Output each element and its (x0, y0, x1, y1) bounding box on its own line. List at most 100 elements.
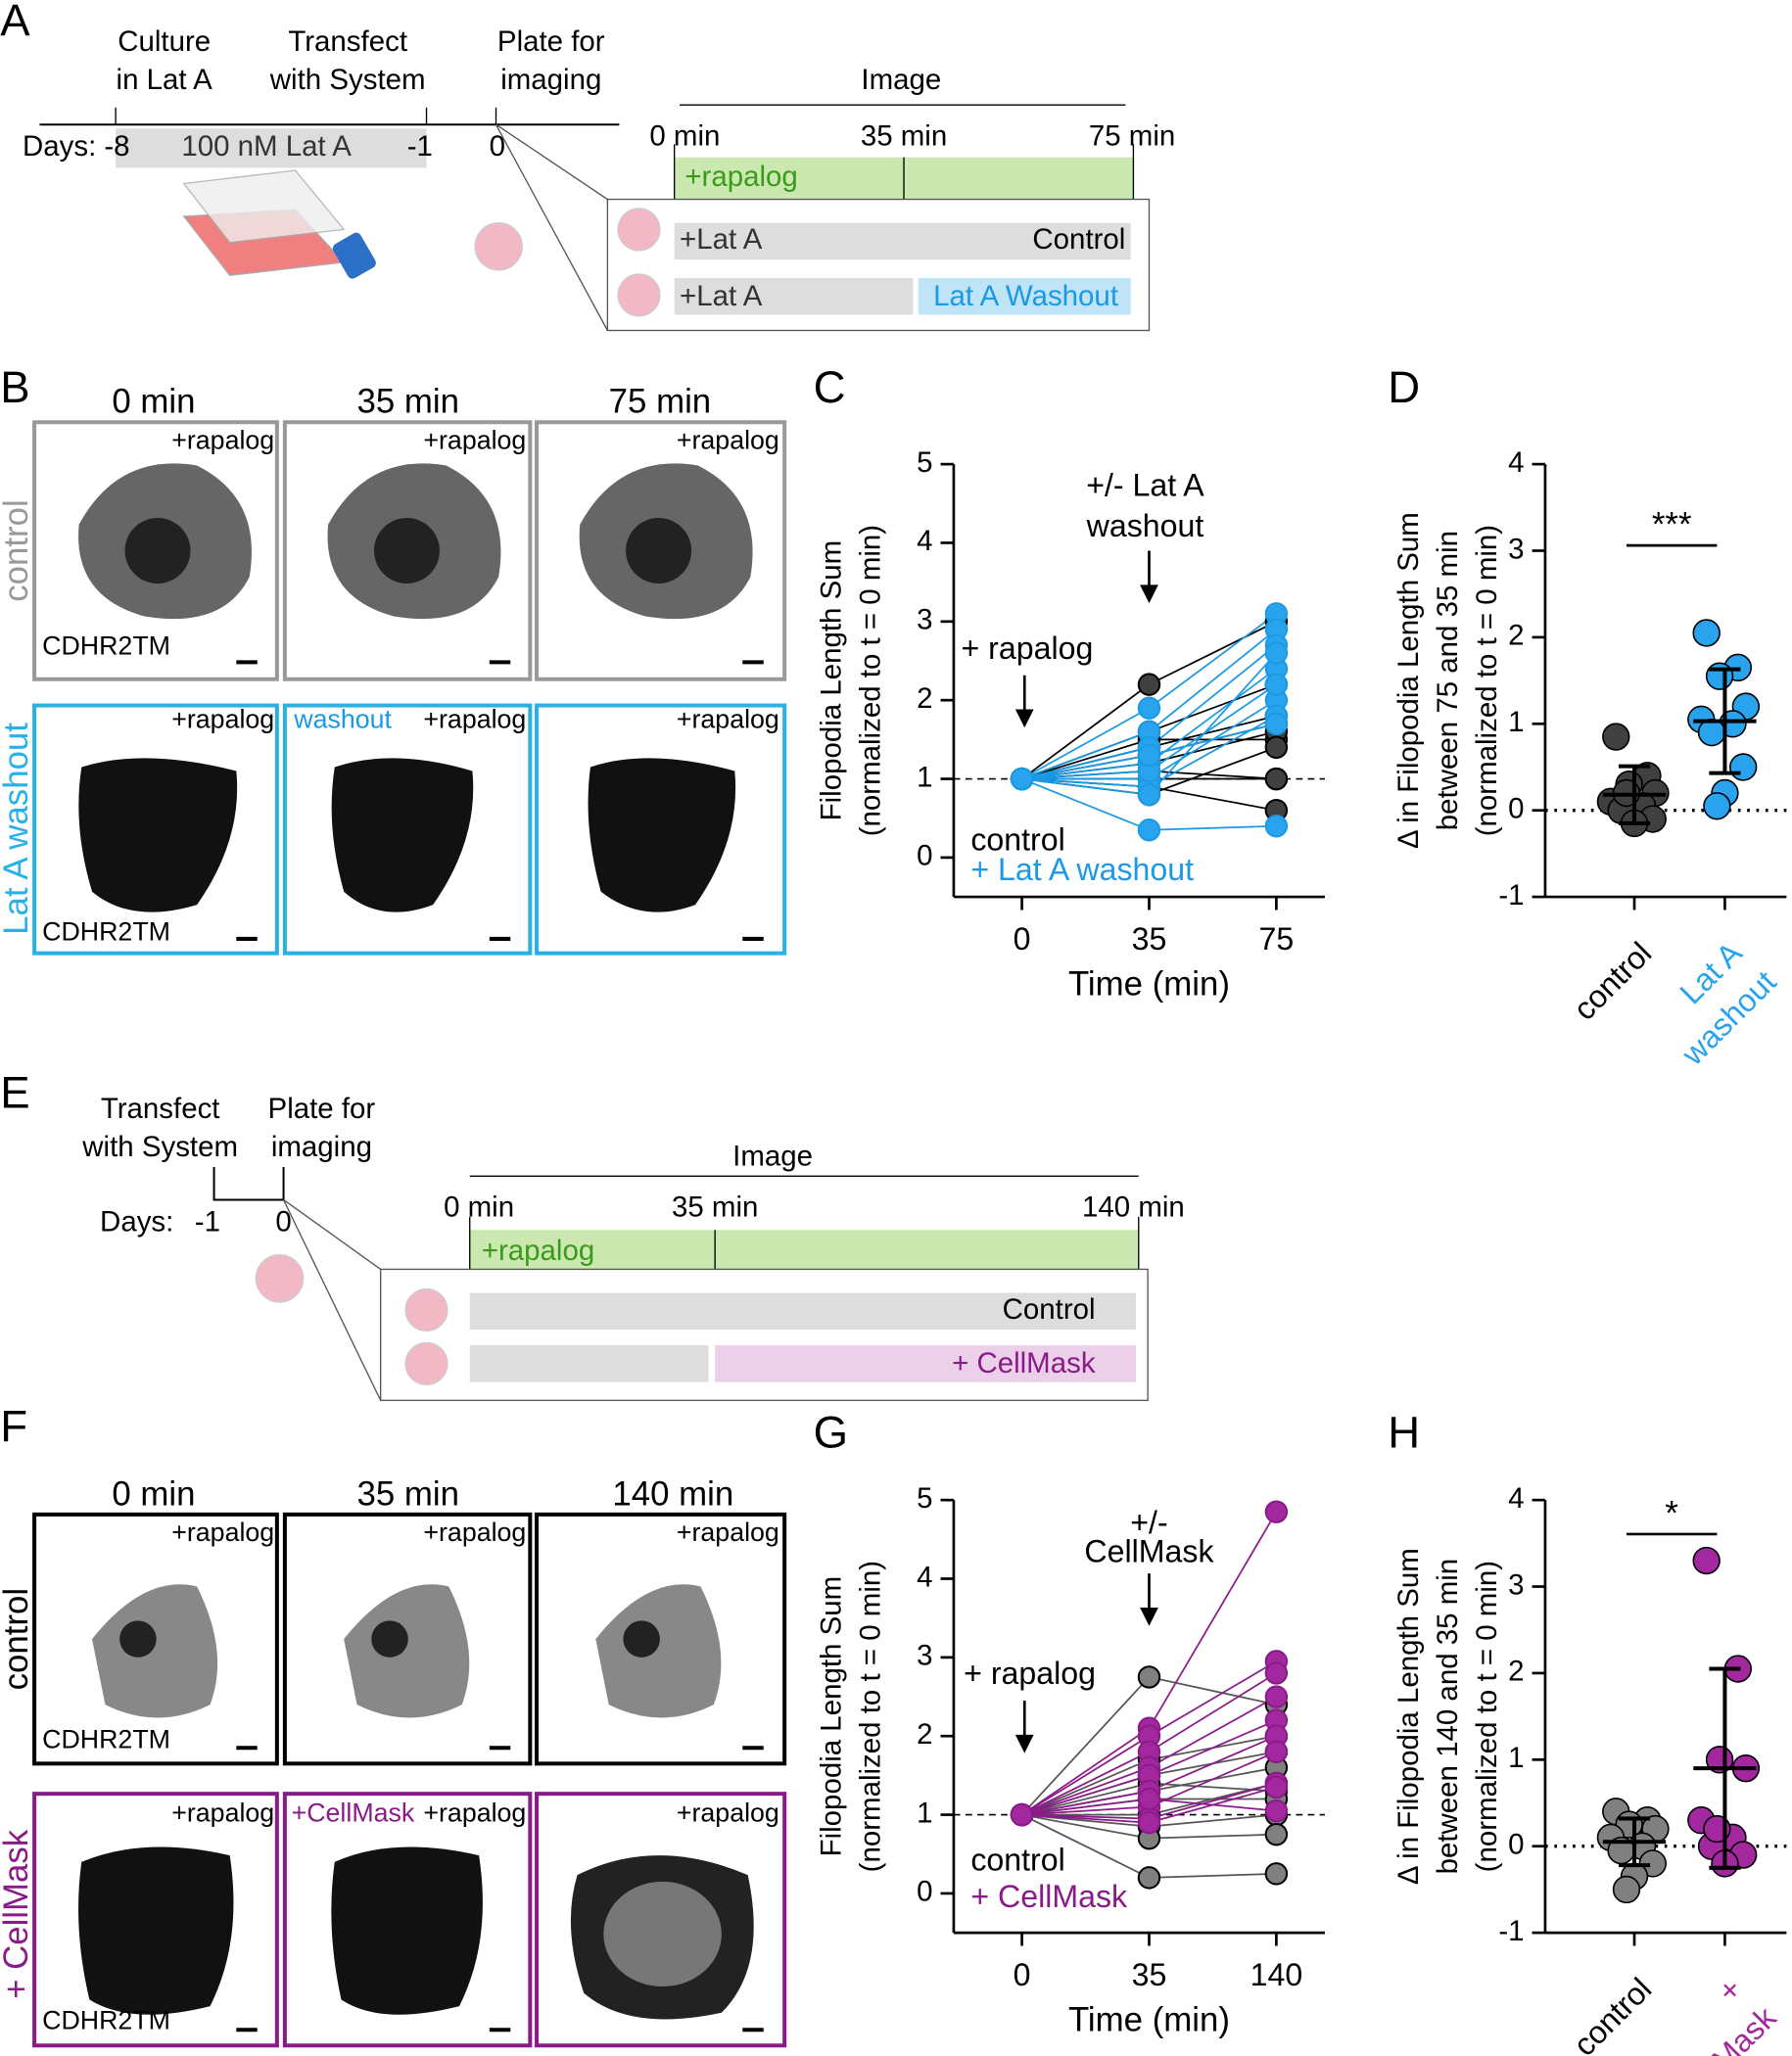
point (1137, 673, 1161, 696)
row-label: + CellMask (0, 1829, 35, 1999)
y-axis-label: between 75 and 35 min (1432, 531, 1464, 830)
point (1010, 767, 1034, 791)
tag: +rapalog (171, 425, 274, 454)
point (1703, 792, 1731, 820)
y-tick-label: 1 (1508, 706, 1524, 738)
annotation: + rapalog (961, 631, 1093, 666)
days-label: Days: (100, 1205, 173, 1238)
y-tick-label: 2 (1508, 620, 1524, 652)
point (1264, 815, 1289, 838)
arrowhead (1014, 1734, 1034, 1753)
images-f-frames (32, 1512, 787, 2048)
tag: +rapalog (171, 1518, 274, 1547)
arrowhead (1140, 1607, 1158, 1626)
y-tick-label: 5 (917, 1482, 932, 1515)
time: 75 min (1089, 119, 1175, 152)
y-tick-label: 3 (917, 1640, 932, 1672)
time: 0 min (112, 1474, 195, 1513)
y-tick-label: 4 (1508, 446, 1524, 479)
y-axis-label: between 140 and 35 min (1432, 1559, 1464, 1875)
images-b-frames (32, 420, 787, 956)
treatment: 100 nM Lat A (181, 130, 352, 163)
point (1264, 1862, 1289, 1886)
y-tick-label: 4 (917, 525, 932, 557)
y-tick-label: 1 (1508, 1742, 1524, 1774)
cellmask: +CellMask (292, 1799, 415, 1828)
legend-entry: control (970, 1842, 1064, 1877)
x-tick-label: 35 (1132, 921, 1167, 957)
y-tick-label: -1 (1498, 1915, 1524, 1947)
point (1264, 767, 1289, 791)
point (1692, 619, 1721, 647)
row-label: control (0, 1588, 35, 1690)
time: 140 min (612, 1474, 733, 1513)
row-label: control (0, 499, 35, 602)
panel-label: C (814, 362, 846, 412)
day: 0 (275, 1205, 291, 1238)
timeline-a-shapes (39, 104, 1151, 332)
row-label: Control (1032, 223, 1125, 256)
row-label: +Lat A (680, 223, 763, 256)
legend-entry: control (970, 821, 1064, 857)
point (1264, 1500, 1289, 1523)
point (1705, 662, 1734, 690)
panel-label: E (0, 1068, 29, 1118)
point (1264, 1685, 1289, 1708)
y-axis-label: (normalized to t = 0 min) (855, 1561, 887, 1872)
panel-label: F (0, 1401, 27, 1451)
timeline-e-shapes (212, 1166, 1149, 1402)
y-tick-label: 4 (1508, 1482, 1524, 1515)
panel-label: H (1388, 1408, 1420, 1458)
legend-entry: + CellMask (970, 1879, 1128, 1914)
arrowhead (1140, 584, 1158, 604)
x-tick-label: 75 (1259, 921, 1295, 957)
panel-label: G (814, 1408, 848, 1458)
marker: CDHR2TM (42, 1725, 170, 1754)
y-axis-label: Filopodia Length Sum (815, 1576, 847, 1857)
point (1137, 818, 1161, 842)
point (1010, 1802, 1034, 1827)
tag: +rapalog (677, 1518, 779, 1547)
tag: +rapalog (171, 1799, 274, 1828)
point (1264, 641, 1289, 665)
step-label: with System (81, 1131, 238, 1163)
annotation: washout (1086, 508, 1204, 543)
marker: CDHR2TM (42, 917, 170, 947)
point (1692, 1546, 1721, 1575)
y-tick-label: 5 (917, 446, 932, 479)
day: -1 (407, 130, 433, 163)
tag: +rapalog (423, 1518, 526, 1547)
y-axis-label: Filopodia Length Sum (815, 540, 847, 821)
day: 0 (490, 130, 505, 163)
significance: * (1665, 1494, 1678, 1532)
x-tick-label: control (1567, 935, 1659, 1027)
rapalog: +rapalog (684, 161, 797, 193)
y-tick-label: -1 (1498, 879, 1524, 911)
point (1137, 1810, 1161, 1835)
tag: +rapalog (423, 425, 526, 454)
image-label: Image (732, 1140, 813, 1172)
row-label: +Lat A (680, 280, 763, 312)
tag: +rapalog (423, 705, 526, 734)
days-label: Days: (23, 130, 96, 163)
y-tick-label: 2 (1508, 1656, 1524, 1688)
arrowhead (1014, 709, 1034, 728)
row-label: Lat A Washout (933, 280, 1118, 312)
time: 35 min (672, 1192, 758, 1224)
point (1264, 1799, 1289, 1823)
day: -8 (104, 130, 129, 163)
y-tick-label: 0 (917, 1876, 932, 1908)
x-axis-label: Time (min) (1068, 964, 1230, 1003)
point (1264, 673, 1289, 696)
tag: +rapalog (677, 425, 779, 454)
point (1137, 1866, 1161, 1890)
point (1612, 1875, 1641, 1904)
point (1264, 1740, 1289, 1764)
y-tick-label: 4 (917, 1561, 932, 1593)
point (1137, 1787, 1161, 1811)
x-tick-label: 0 (1014, 1957, 1031, 1992)
y-axis-label: Δ in Filopodia Length Sum (1392, 512, 1425, 849)
y-tick-label: 2 (917, 1718, 932, 1751)
point (1697, 718, 1726, 747)
x-tick-label: 35 (1132, 1957, 1167, 1992)
